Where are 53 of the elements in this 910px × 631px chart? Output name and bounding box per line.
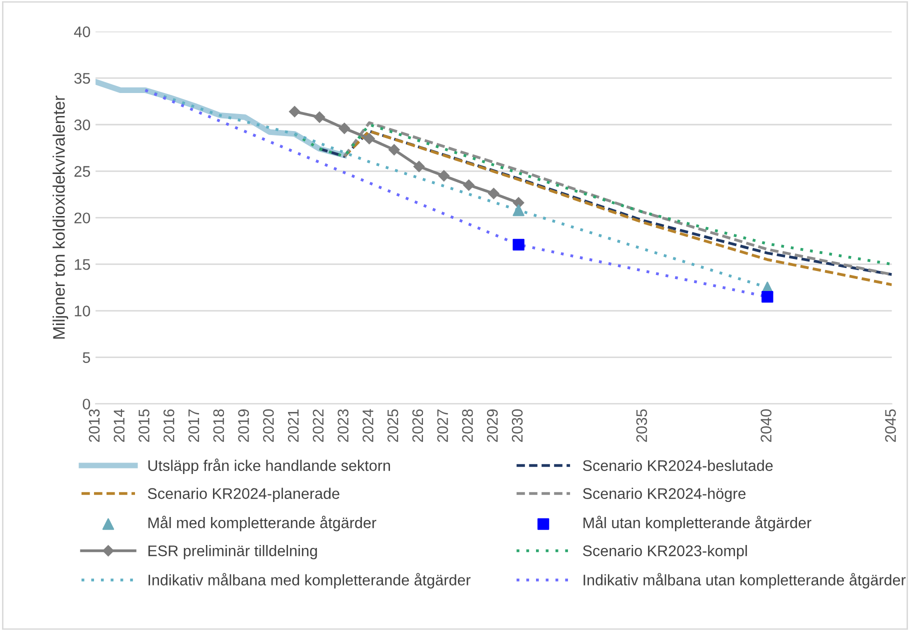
point [388,144,400,156]
y-tick-label: 15 [74,259,90,270]
x-tick-label: 2024 [362,409,374,442]
y-tick-label: 20 [74,212,90,224]
legend-label: ESR preliminär tilldelning [148,545,317,560]
point [762,290,774,303]
point [463,180,474,191]
y-tick-label: 35 [74,72,90,84]
y-tick-label: 10 [74,306,90,316]
x-tick-label: 2020 [263,409,274,442]
legend-label: Scenario KR2024-högre [582,488,746,502]
point [364,132,375,144]
x-tick-label: 2030 [512,409,523,442]
point [289,106,300,118]
point [488,188,500,200]
x-tick-label: 2021 [288,409,299,442]
x-tick-label: 2019 [238,409,249,442]
x-tick-label: 2027 [437,409,448,442]
legend-label: Mål utan kompletterande åtgärder [584,516,812,532]
y-tick-label: 40 [74,26,90,38]
x-tick-label: 2018 [213,409,224,442]
legend-label: Indikativ målbana med kompletterande åtgärder [148,572,471,588]
y-tick-label: 5 [82,352,90,363]
legend-label: Scenario KR2024-beslutade [582,460,773,472]
x-tick-label: 2035 [636,409,648,442]
point [314,112,326,123]
x-tick-label: 2015 [138,409,150,442]
point [512,204,524,216]
legend-label: Scenario KR2023-kompl [582,545,747,560]
x-tick-label: 2045 [885,409,896,442]
legend-label: Scenario KR2024-planerade [148,488,340,502]
x-tick-label: 2014 [114,409,125,442]
x-tick-label: 2016 [163,409,174,442]
point [338,122,350,134]
x-tick-label: 2028 [462,409,473,442]
x-tick-label: 2025 [387,409,398,442]
legend-label: Indikativ målbana utan kompletterande åtgärder [584,572,906,588]
point [512,238,524,251]
point [438,170,450,182]
x-tick-label: 2040 [760,409,772,442]
y-tick-label: 25 [74,166,90,177]
legend-label: Utsläpp från icke handlande sektorn [148,458,390,474]
y-tick-label: 0 [82,398,90,410]
x-tick-label: 2017 [188,409,200,442]
x-tick-label: 2022 [312,409,324,442]
x-tick-label: 2026 [412,409,424,442]
x-tick-label: 2023 [338,409,348,442]
y-tick-label: 30 [74,119,90,130]
y-axis-title: Miljoner ton koldioxidekvivalenter [52,96,68,339]
x-tick-label: 2013 [88,409,100,442]
legend-label: Mål med kompletterande åtgärder [148,516,376,532]
x-tick-label: 2029 [486,409,498,442]
point [413,160,425,172]
